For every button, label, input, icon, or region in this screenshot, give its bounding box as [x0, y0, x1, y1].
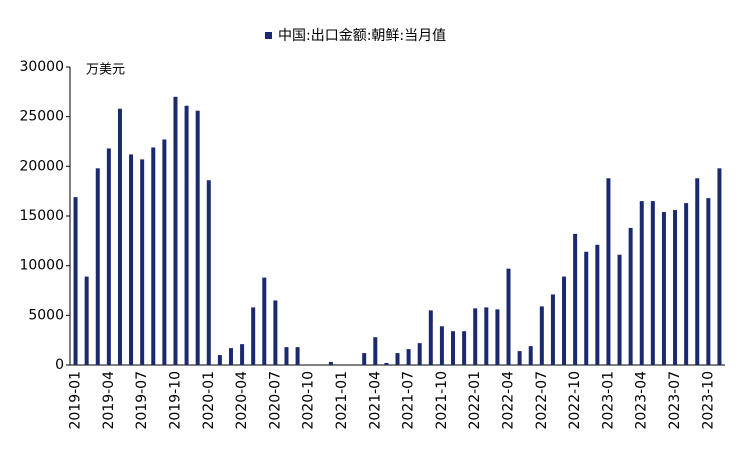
bar: [539, 306, 544, 365]
bar: [73, 197, 78, 365]
x-tick-label: 2022-07: [534, 371, 550, 430]
bar: [406, 349, 411, 365]
bar: [362, 353, 367, 365]
bar: [195, 110, 200, 365]
x-tick-label: 2022-10: [567, 371, 583, 430]
x-tick-label: 2021-01: [334, 371, 350, 430]
bar: [262, 277, 267, 365]
bar: [173, 96, 178, 366]
bar: [162, 139, 167, 365]
y-tick-label: 20000: [19, 158, 64, 174]
bar: [240, 344, 245, 365]
bar: [661, 212, 666, 365]
y-tick-label: 5000: [28, 307, 64, 323]
bar: [650, 201, 655, 365]
x-tick-label: 2019-04: [101, 371, 117, 430]
bar: [684, 203, 689, 365]
x-tick-label: 2023-04: [634, 371, 650, 430]
bar: [473, 308, 478, 365]
bar: [84, 276, 89, 365]
bar: [140, 159, 145, 365]
bar: [284, 347, 289, 365]
bar: [573, 233, 578, 365]
y-tick-label: 0: [55, 357, 64, 373]
bar: [517, 351, 522, 365]
legend-label: 中国:出口金额:朝鲜:当月值: [278, 28, 446, 44]
bar: [606, 178, 611, 365]
bar: [328, 362, 333, 365]
bar: [706, 198, 711, 365]
bar: [528, 346, 533, 365]
x-tick-label: 2023-10: [700, 371, 716, 430]
bar: [228, 348, 233, 365]
x-tick-label: 2022-01: [467, 371, 483, 430]
x-tick-label: 2020-01: [201, 371, 217, 430]
y-tick-label: 25000: [19, 109, 64, 125]
x-tick-label: 2021-07: [401, 371, 417, 430]
bar: [484, 307, 489, 365]
bar: [95, 168, 100, 365]
y-tick-label: 30000: [19, 59, 64, 75]
bar: [506, 268, 511, 365]
bar: [439, 326, 444, 365]
bar: [295, 347, 300, 365]
x-tick-label: 2022-04: [501, 371, 517, 430]
bar: [562, 276, 567, 365]
bar: [628, 227, 633, 365]
y-tick-label: 10000: [19, 258, 64, 274]
x-tick-label: 2023-01: [600, 371, 616, 430]
bar: [373, 337, 378, 365]
bar: [695, 178, 700, 365]
bar: [451, 331, 456, 365]
bar: [117, 108, 122, 365]
bar: [106, 148, 111, 365]
bar: [550, 294, 555, 365]
x-tick-label: 2019-10: [167, 371, 183, 430]
bar: [217, 355, 222, 365]
x-tick-label: 2019-07: [134, 371, 150, 430]
y-axis-label: 万美元: [86, 63, 125, 78]
bar: [428, 310, 433, 365]
bar: [129, 154, 134, 365]
bar: [151, 147, 156, 365]
x-tick-label: 2020-04: [234, 371, 250, 430]
x-tick-label: 2023-07: [667, 371, 683, 430]
bar: [206, 180, 211, 365]
bar: [273, 300, 278, 365]
bar: [617, 254, 622, 365]
bar: [495, 309, 500, 365]
y-tick-label: 15000: [19, 208, 64, 224]
bar: [417, 343, 422, 365]
bar: [462, 331, 467, 365]
x-tick-label: 2021-10: [434, 371, 450, 430]
legend-swatch: [265, 32, 272, 39]
bar: [673, 210, 678, 365]
bar: [395, 353, 400, 365]
x-tick-label: 2020-07: [267, 371, 283, 430]
x-tick-label: 2019-01: [68, 371, 84, 430]
x-tick-label: 2020-10: [301, 371, 317, 430]
x-tick-label: 2021-04: [367, 371, 383, 430]
bar: [384, 363, 389, 365]
bar: [717, 168, 722, 365]
bar: [584, 251, 589, 365]
bar: [639, 201, 644, 365]
bar: [595, 244, 600, 365]
bar: [251, 307, 256, 365]
bar: [184, 105, 189, 366]
